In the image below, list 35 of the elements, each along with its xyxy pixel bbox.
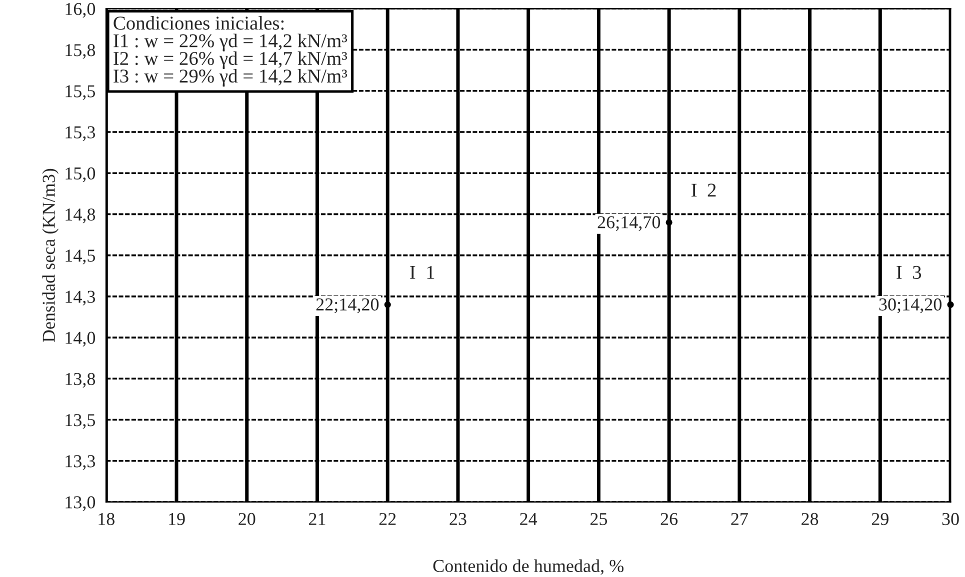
annotation: I 1 <box>410 266 434 279</box>
y-tick-label: 15,8 <box>66 44 96 59</box>
x-tick-label: 23 <box>450 512 466 526</box>
y-tick-label: 13,3 <box>66 455 96 470</box>
x-tick-label: 25 <box>590 512 608 526</box>
x-tick-label: 19 <box>169 512 185 526</box>
y-tick-label: 13,0 <box>66 496 96 512</box>
x-axis-title: Contenido de humedad, % <box>433 559 624 575</box>
y-tick-label: 15,0 <box>66 167 96 182</box>
annotation: I 2 <box>692 184 716 197</box>
y-tick-label: 13,8 <box>66 372 96 388</box>
x-tick-label: 22 <box>379 512 396 525</box>
x-tick-label: 28 <box>802 512 818 526</box>
y-tick-label: 14,3 <box>66 290 96 306</box>
data-label: 22;14,20 <box>316 298 379 314</box>
data-label: 30;14,20 <box>879 298 942 314</box>
x-tick-label: 29 <box>872 512 888 526</box>
x-tick-label: 20 <box>238 512 256 526</box>
x-tick-label: 24 <box>520 512 538 525</box>
y-tick-label: 14,8 <box>66 208 96 224</box>
annotation: Condiciones iniciales: I1 : w = 22% γd = 14,2 kN/m³ I2 : w = 26% γd = 14,7 kN/m³ I3 : w = 29% γd = 14,2 kN/m³ <box>114 16 348 87</box>
y-tick-label: 15,5 <box>66 85 96 100</box>
x-tick-label: 27 <box>731 512 748 525</box>
y-tick-label: 14,0 <box>66 332 96 347</box>
y-tick-label: 16,0 <box>66 2 96 18</box>
x-tick-label: 18 <box>98 512 114 526</box>
y-axis-title: Densidad seca (KN/m3) <box>42 168 59 342</box>
annotation: I 3 <box>896 266 922 279</box>
data-label: 26;14,70 <box>598 216 660 231</box>
y-tick-label: 14,5 <box>66 250 96 264</box>
y-tick-label: 13,5 <box>66 414 96 429</box>
x-tick-label: 30 <box>942 512 959 526</box>
x-tick-label: 26 <box>660 512 678 526</box>
y-tick-label: 15,3 <box>66 126 96 142</box>
x-tick-label: 21 <box>309 512 326 525</box>
